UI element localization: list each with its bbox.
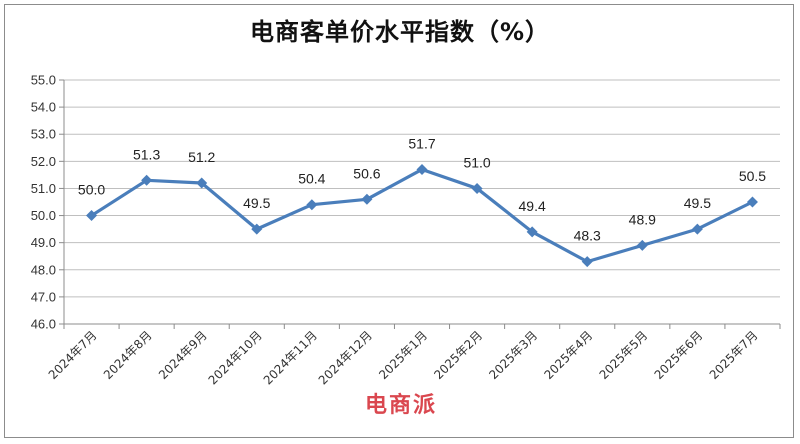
x-tick-label: 2025年5月	[597, 328, 651, 382]
y-tick-label: 53.0	[31, 127, 56, 142]
y-tick-label: 48.0	[31, 262, 56, 277]
x-tick-label: 2025年3月	[486, 328, 540, 382]
series-line-group	[86, 163, 758, 268]
x-axis-ticks: 2024年7月 2024年8月 2024年9月2024年10月2024年11月202…	[46, 328, 761, 387]
data-point	[746, 196, 758, 208]
data-point	[581, 256, 593, 268]
y-tick-label: 46.0	[31, 317, 56, 332]
x-tick-label: 2025年1月	[376, 328, 430, 382]
data-label: 51.7	[408, 135, 435, 151]
y-tick-label: 51.0	[31, 181, 56, 196]
y-axis-ticks: 46.0 47.0 48.0 49.0 50.0 51.0 52.0 53.0 54.0 55.0	[31, 73, 56, 332]
chart-frame	[4, 4, 794, 438]
y-tick-label: 50.0	[31, 208, 56, 223]
data-label: 51.3	[133, 146, 160, 162]
watermark-logo: 电商派	[364, 393, 437, 418]
data-label: 49.4	[519, 198, 546, 214]
data-point	[526, 226, 538, 238]
axes	[59, 79, 781, 329]
data-label: 50.0	[78, 182, 105, 198]
data-point	[416, 163, 428, 175]
data-point	[196, 177, 208, 189]
data-label: 49.5	[243, 195, 270, 211]
y-tick-label: 47.0	[31, 289, 56, 304]
data-point	[361, 193, 373, 205]
data-label: 51.2	[188, 149, 215, 165]
data-point	[471, 182, 483, 194]
x-tick-label: 2025年4月	[541, 328, 595, 382]
chart-title: 电商客单价水平指数（%）	[249, 18, 551, 46]
data-point	[86, 210, 98, 222]
x-tick-label: 2025年7月	[707, 328, 761, 382]
x-tick-label: 2025年2月	[431, 328, 485, 382]
data-label: 48.3	[574, 228, 601, 244]
data-point	[306, 199, 318, 211]
data-point	[636, 239, 648, 251]
data-label: 51.0	[463, 154, 490, 170]
x-tick-label: 2025年6月	[652, 328, 706, 382]
data-labels: 50.0 51.3 51.2 49.5 50.4 50.6 51.7 51.0 49.4 48.3…	[78, 135, 766, 243]
data-label: 49.5	[684, 195, 711, 211]
y-tick-label: 52.0	[31, 154, 56, 169]
x-tick-label: 2024年10月	[206, 328, 265, 387]
data-point	[251, 223, 263, 235]
data-label: 50.5	[739, 168, 766, 184]
x-tick-label: 2024年9月	[156, 328, 210, 382]
x-tick-label: 2024年8月	[101, 328, 155, 382]
data-point	[141, 174, 153, 186]
data-label: 50.6	[353, 165, 380, 181]
data-label: 50.4	[298, 171, 325, 187]
y-tick-label: 55.0	[31, 73, 56, 88]
x-tick-label: 2024年7月	[46, 328, 100, 382]
gridlines	[64, 79, 780, 325]
x-tick-label: 2024年12月	[316, 328, 375, 387]
x-tick-label: 2024年11月	[261, 328, 320, 387]
data-label: 48.9	[629, 211, 656, 227]
y-tick-label: 54.0	[31, 100, 56, 115]
data-point	[691, 223, 703, 235]
y-tick-label: 49.0	[31, 235, 56, 250]
